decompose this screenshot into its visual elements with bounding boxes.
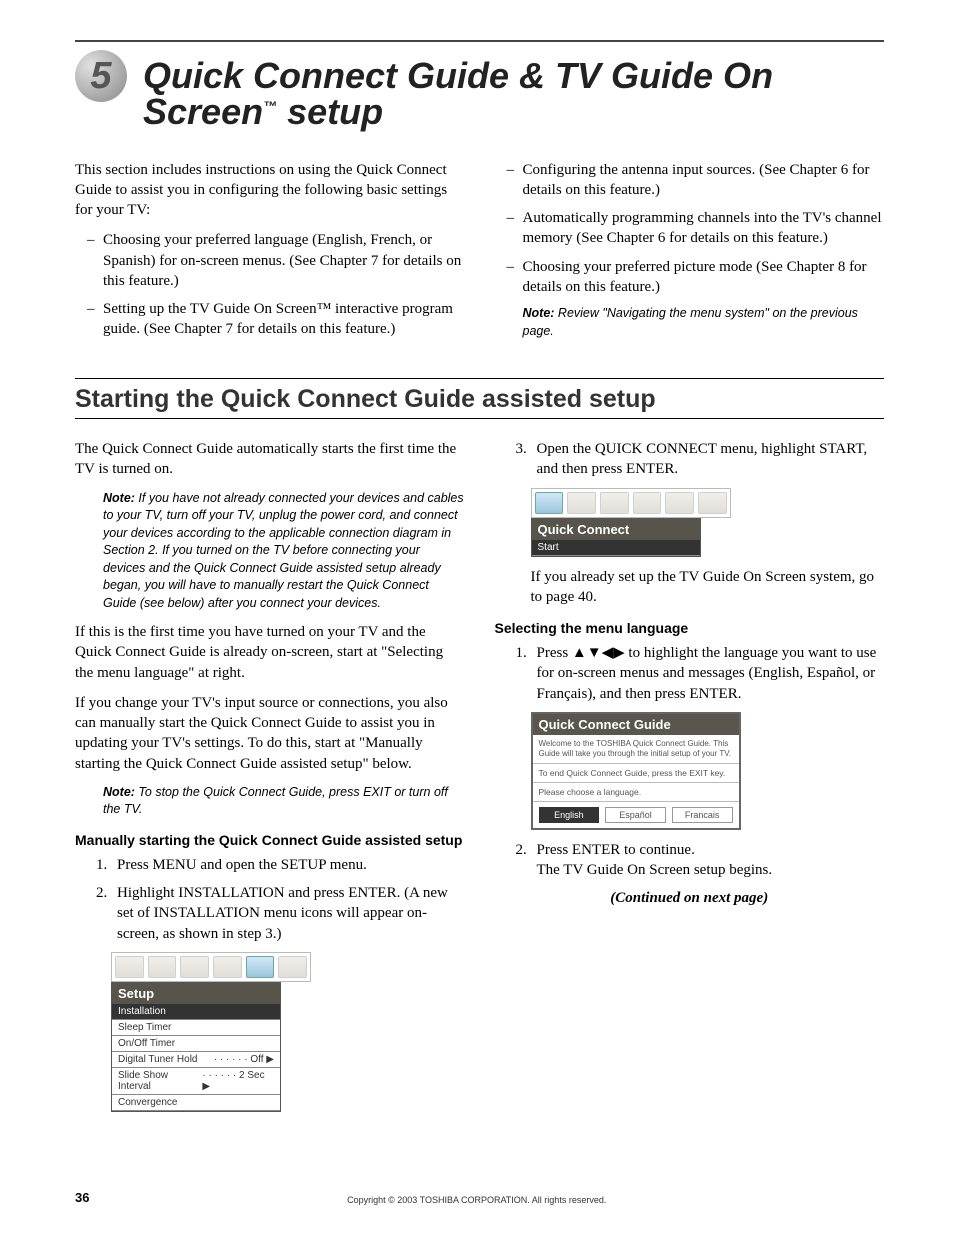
- para: If you change your TV's input source or …: [75, 693, 465, 774]
- step-item: Open the QUICK CONNECT menu, highlight S…: [531, 439, 885, 480]
- bullet-item: Choosing your preferred language (Englis…: [103, 230, 465, 291]
- language-button: Francais: [672, 807, 733, 823]
- page-number: 36: [75, 1190, 89, 1205]
- chapter-header: 5 Quick Connect Guide & TV Guide On Scre…: [75, 50, 884, 130]
- note-label: Note:: [103, 785, 135, 799]
- menu-tab-icon-selected: [246, 956, 275, 978]
- quick-connect-guide-figure: Quick Connect Guide Welcome to the TOSHI…: [531, 712, 741, 830]
- menu-item: Convergence: [112, 1095, 280, 1111]
- bullet-item: Automatically programming channels into …: [523, 208, 885, 249]
- menu-item-label: Sleep Timer: [118, 1022, 171, 1033]
- page-footer: 36 Copyright © 2003 TOSHIBA CORPORATION.…: [0, 1190, 954, 1205]
- trademark: ™: [263, 98, 277, 114]
- step-item: Highlight INSTALLATION and press ENTER. …: [111, 883, 465, 944]
- menu-item: Installation: [112, 1004, 280, 1020]
- intro-bullets-right: Configuring the antenna input sources. (…: [495, 160, 885, 298]
- menu-tab-icon: [698, 492, 727, 514]
- chapter-title: Quick Connect Guide & TV Guide On Screen…: [143, 58, 884, 130]
- menu-tab-icon: [567, 492, 596, 514]
- menu-tab-icon: [213, 956, 242, 978]
- language-button: Español: [605, 807, 666, 823]
- intro-bullets-left: Choosing your preferred language (Englis…: [75, 230, 465, 339]
- menu-item-selected: Start: [532, 540, 700, 556]
- setup-menu-figure: Setup Installation Sleep Timer On/Off Time…: [111, 952, 311, 1112]
- menu-title: Quick Connect: [532, 519, 700, 540]
- menu-item-label: On/Off Timer: [118, 1038, 175, 1049]
- lang-steps-2: Press ENTER to continue. The TV Guide On…: [495, 840, 885, 881]
- menu-tab-icon-selected: [535, 492, 564, 514]
- bullet-item: Setting up the TV Guide On Screen™ inter…: [103, 299, 465, 340]
- chapter-number-badge: 5: [75, 50, 127, 102]
- menu-item: Sleep Timer: [112, 1020, 280, 1036]
- intro-lead: This section includes instructions on us…: [75, 160, 465, 221]
- manual-steps: Press MENU and open the SETUP menu. High…: [75, 855, 465, 944]
- language-button: English: [539, 807, 600, 823]
- note-text: If you have not already connected your d…: [103, 491, 464, 610]
- intro-note: Note: Review "Navigating the menu system…: [495, 305, 885, 340]
- menu-tab-icon: [180, 956, 209, 978]
- chapter-title-post: setup: [277, 91, 383, 132]
- step-item: Press ENTER to continue. The TV Guide On…: [531, 840, 885, 881]
- right-step3-list: Open the QUICK CONNECT menu, highlight S…: [495, 439, 885, 480]
- dialog-line: Please choose a language.: [533, 782, 739, 801]
- continued-note: (Continued on next page): [495, 890, 885, 907]
- menu-item-value: · · · · · · Off ▶: [214, 1054, 274, 1065]
- copyright: Copyright © 2003 TOSHIBA CORPORATION. Al…: [89, 1195, 864, 1205]
- subheading: Manually starting the Quick Connect Guid…: [75, 831, 465, 849]
- menu-title: Setup: [112, 983, 280, 1004]
- quick-connect-menu-figure: Quick Connect Start: [531, 488, 731, 557]
- menu-tab-icon: [600, 492, 629, 514]
- menu-item-label: Slide Show Interval: [118, 1070, 202, 1092]
- dialog-title: Quick Connect Guide: [533, 714, 739, 735]
- language-buttons: English Español Francais: [533, 801, 739, 828]
- menu-icon-row: [111, 952, 311, 982]
- menu-tab-icon: [115, 956, 144, 978]
- dialog-body: Welcome to the TOSHIBA Quick Connect Gui…: [533, 735, 739, 763]
- chapter-number: 5: [90, 55, 111, 98]
- menu-item-value: · · · · · · 2 Sec ▶: [202, 1070, 274, 1092]
- step-item: Press ▲▼◀▶ to highlight the language you…: [531, 643, 885, 704]
- menu-icon-row: [531, 488, 731, 518]
- bullet-item: Configuring the antenna input sources. (…: [523, 160, 885, 201]
- para: The Quick Connect Guide automatically st…: [75, 439, 465, 480]
- note: Note: If you have not already connected …: [75, 490, 465, 613]
- para: If you already set up the TV Guide On Sc…: [495, 567, 885, 608]
- note-label: Note:: [103, 491, 135, 505]
- note: Note: To stop the Quick Connect Guide, p…: [75, 784, 465, 819]
- section-heading: Starting the Quick Connect Guide assiste…: [75, 385, 884, 414]
- menu-item-label: Start: [538, 542, 559, 553]
- chapter-title-pre: Quick Connect Guide & TV Guide On Screen: [143, 55, 773, 132]
- menu-item-label: Convergence: [118, 1097, 177, 1108]
- menu-tab-icon: [665, 492, 694, 514]
- bullet-item: Choosing your preferred picture mode (Se…: [523, 257, 885, 298]
- step-text: Press ENTER to continue.: [537, 842, 695, 858]
- menu-item: On/Off Timer: [112, 1036, 280, 1052]
- step-item: Press MENU and open the SETUP menu.: [111, 855, 465, 875]
- note-text: Review "Navigating the menu system" on t…: [523, 306, 858, 338]
- menu-item: Slide Show Interval· · · · · · 2 Sec ▶: [112, 1068, 280, 1095]
- lang-steps: Press ▲▼◀▶ to highlight the language you…: [495, 643, 885, 704]
- menu-tab-icon: [633, 492, 662, 514]
- subheading: Selecting the menu language: [495, 619, 885, 637]
- note-label: Note:: [523, 306, 555, 320]
- menu-item-label: Digital Tuner Hold: [118, 1054, 197, 1065]
- dialog-line: To end Quick Connect Guide, press the EX…: [533, 763, 739, 782]
- para: If this is the first time you have turne…: [75, 622, 465, 683]
- note-text: To stop the Quick Connect Guide, press E…: [103, 785, 448, 817]
- step-text: The TV Guide On Screen setup begins.: [537, 862, 773, 878]
- menu-tab-icon: [278, 956, 307, 978]
- menu-item: Digital Tuner Hold · · · · · · Off ▶: [112, 1052, 280, 1068]
- menu-item-label: Installation: [118, 1006, 166, 1017]
- menu-tab-icon: [148, 956, 177, 978]
